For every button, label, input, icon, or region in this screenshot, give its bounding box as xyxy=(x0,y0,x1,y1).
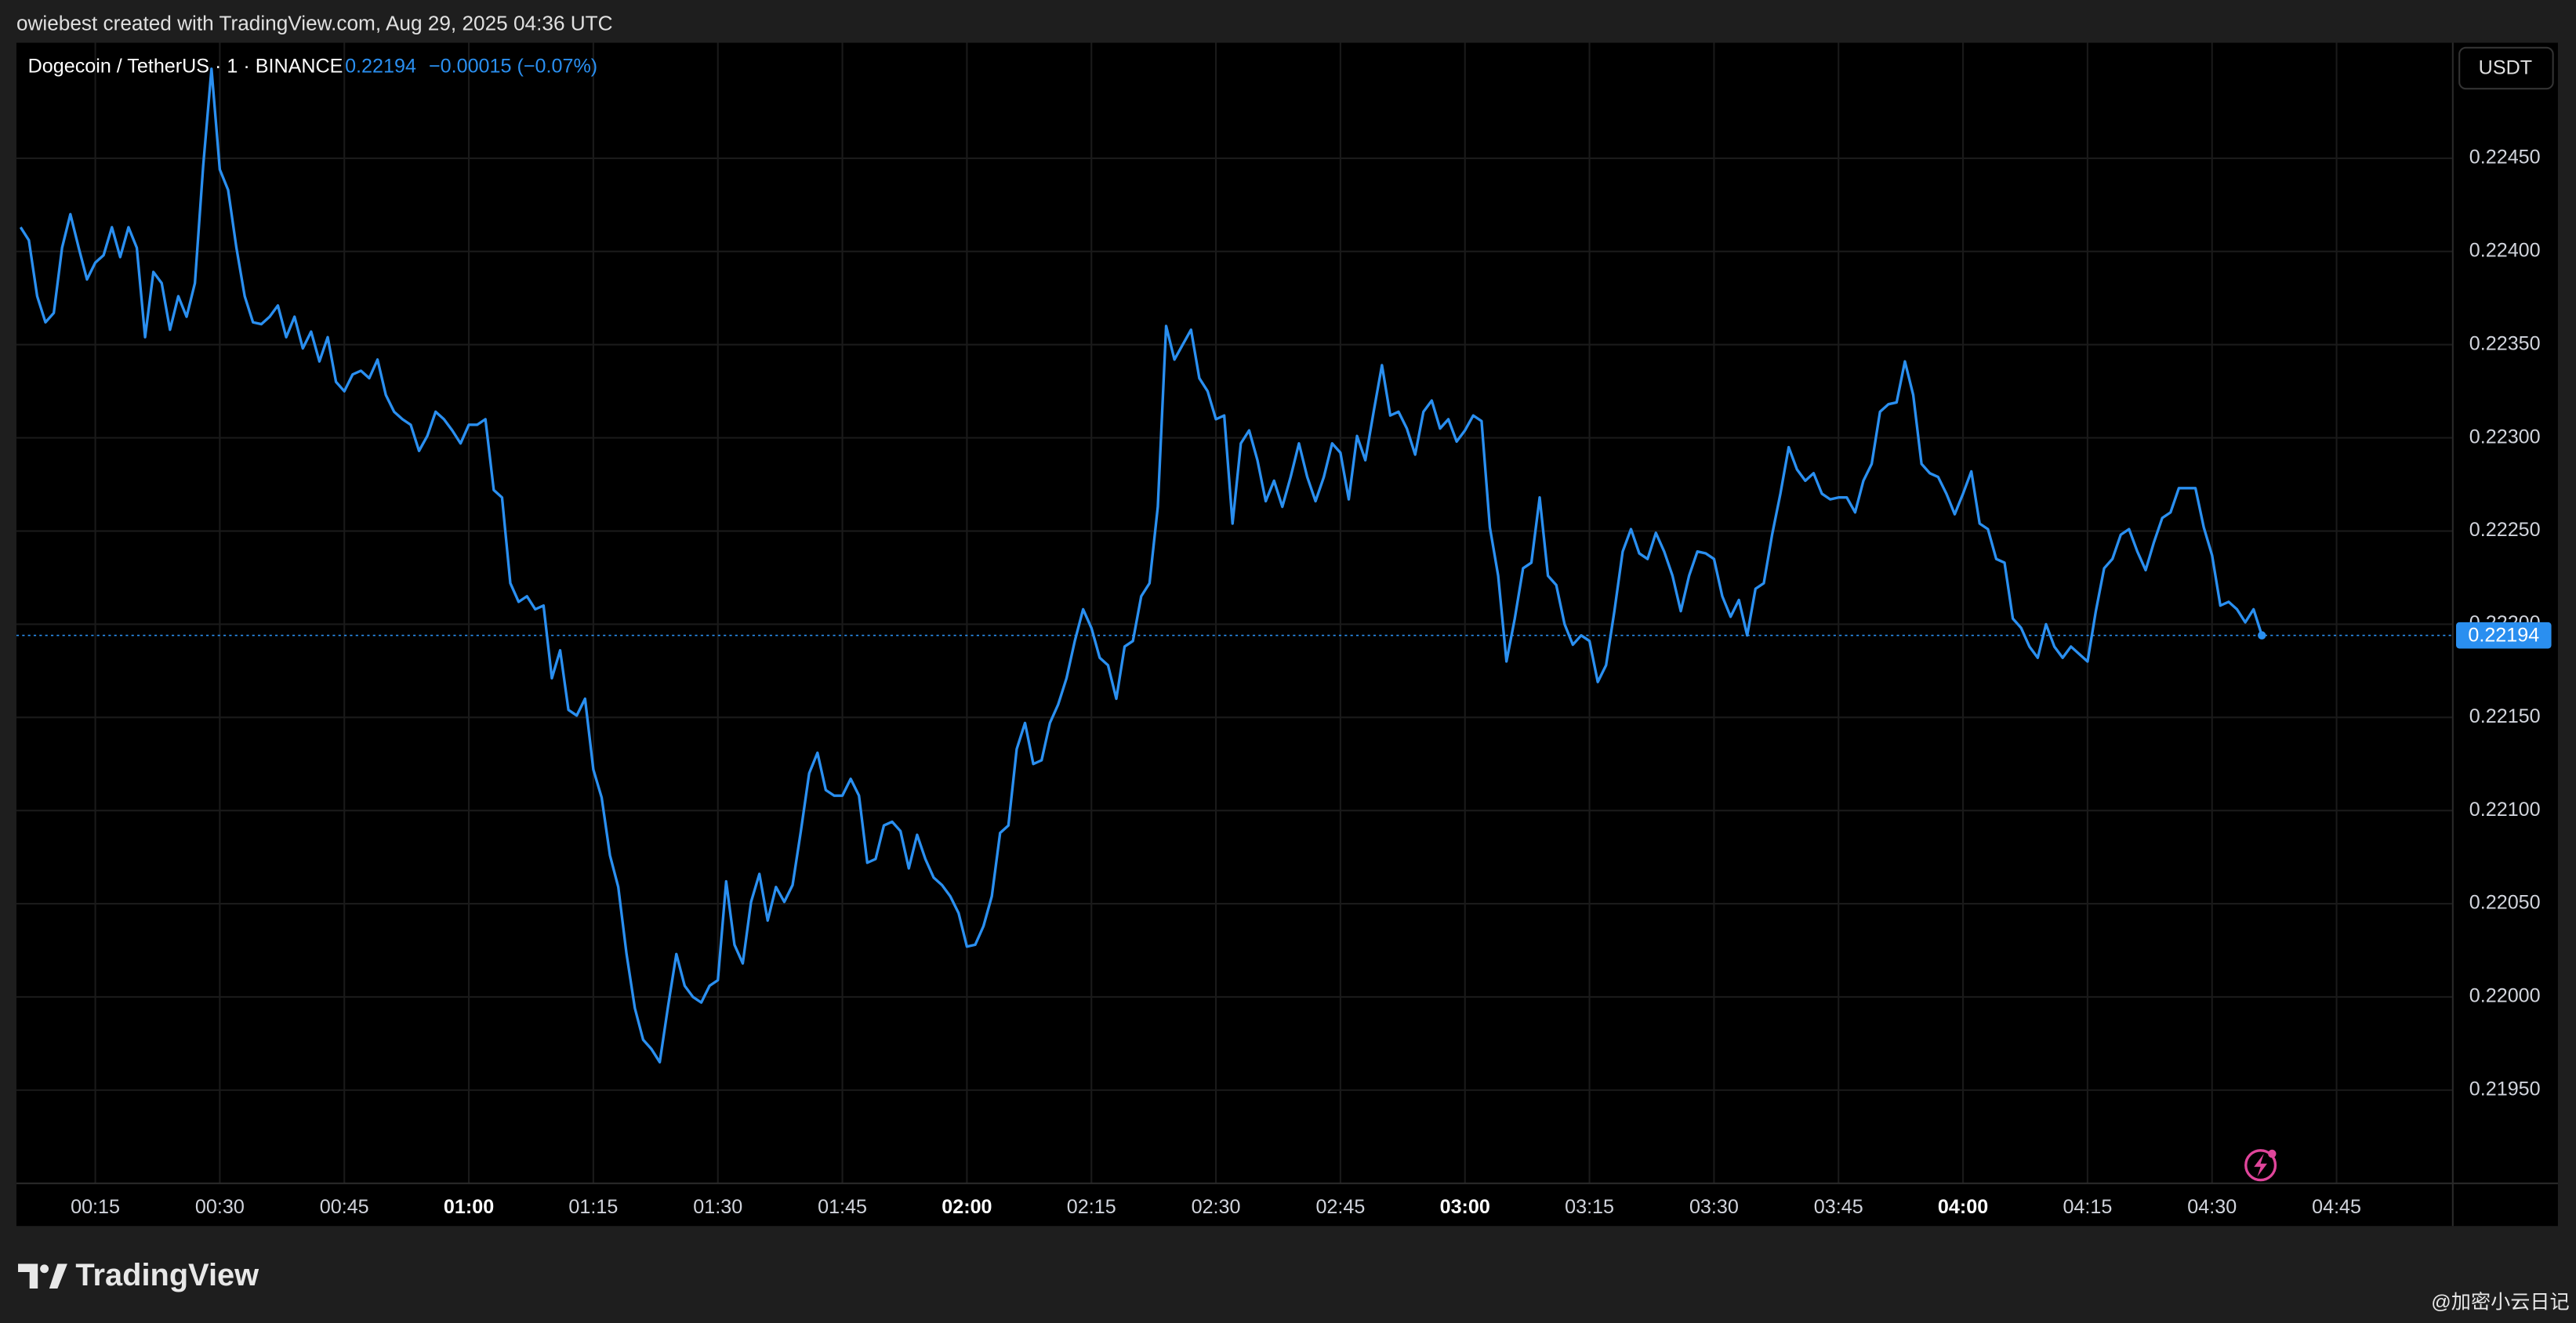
chart-panel xyxy=(16,42,2558,1227)
y-tick-label: 0.22100 xyxy=(2469,799,2541,821)
x-tick-label: 00:45 xyxy=(320,1196,369,1218)
x-tick-label: 03:30 xyxy=(1689,1196,1739,1218)
y-tick-label: 0.22250 xyxy=(2469,519,2541,541)
y-tick-label: 0.22000 xyxy=(2469,985,2541,1007)
y-tick-label: 0.22350 xyxy=(2469,332,2541,354)
tradingview-logo xyxy=(18,1263,67,1289)
y-tick-label: 0.22300 xyxy=(2469,426,2541,448)
credit: owiebest created with TradingView.com, A… xyxy=(16,11,613,34)
brand: TradingView xyxy=(75,1258,259,1292)
y-tick-label: 0.22450 xyxy=(2469,147,2541,169)
x-tick-label: 04:45 xyxy=(2312,1196,2361,1218)
x-tick-label: 02:30 xyxy=(1192,1196,1241,1218)
y-tick-label: 0.21950 xyxy=(2469,1078,2541,1100)
grid xyxy=(16,42,2453,1183)
x-tick-label: 03:00 xyxy=(1440,1196,1490,1218)
watermark: @加密小云日记 xyxy=(2431,1291,2569,1313)
lightning-icon xyxy=(2244,1149,2277,1182)
x-tick-label: 04:30 xyxy=(2187,1196,2237,1218)
axes: 0.21950 0.22000 0.22050 0.22100 0.22150 0.222… xyxy=(71,147,2552,1218)
last-price: 0.22194 xyxy=(345,56,416,78)
plot xyxy=(16,67,2453,1064)
y-tick-label: 0.22400 xyxy=(2469,239,2541,261)
x-tick-label: 02:00 xyxy=(942,1196,992,1218)
currency-button[interactable] xyxy=(2458,46,2554,90)
last-point xyxy=(2258,631,2266,640)
y-tick-label: 0.22050 xyxy=(2469,892,2541,914)
x-tick-label: 04:00 xyxy=(1938,1196,1988,1218)
x-tick-label: 01:15 xyxy=(568,1196,618,1218)
price-tag xyxy=(2456,622,2552,649)
price-line xyxy=(19,67,2263,1064)
x-tick-label: 02:45 xyxy=(1315,1196,1365,1218)
x-tick-label: 04:15 xyxy=(2063,1196,2112,1218)
currency[interactable]: USDT xyxy=(2479,57,2532,79)
x-tick-label: 03:45 xyxy=(1814,1196,1863,1218)
price-change: −0.00015 (−0.07%) xyxy=(429,56,597,78)
x-tick-label: 02:15 xyxy=(1067,1196,1116,1218)
x-tick-label: 00:30 xyxy=(195,1196,245,1218)
x-tick-label: 03:15 xyxy=(1565,1196,1614,1218)
price-tag-label: 0.22194 xyxy=(2468,624,2539,646)
x-tick-label: 00:15 xyxy=(71,1196,120,1218)
symbol: Dogecoin / TetherUS · 1 · BINANCE xyxy=(28,56,343,78)
x-tick-label: 01:45 xyxy=(818,1196,867,1218)
y-tick-label: 0.22150 xyxy=(2469,705,2541,727)
x-tick-label: 01:30 xyxy=(693,1196,742,1218)
x-tick-label: 01:00 xyxy=(444,1196,494,1218)
